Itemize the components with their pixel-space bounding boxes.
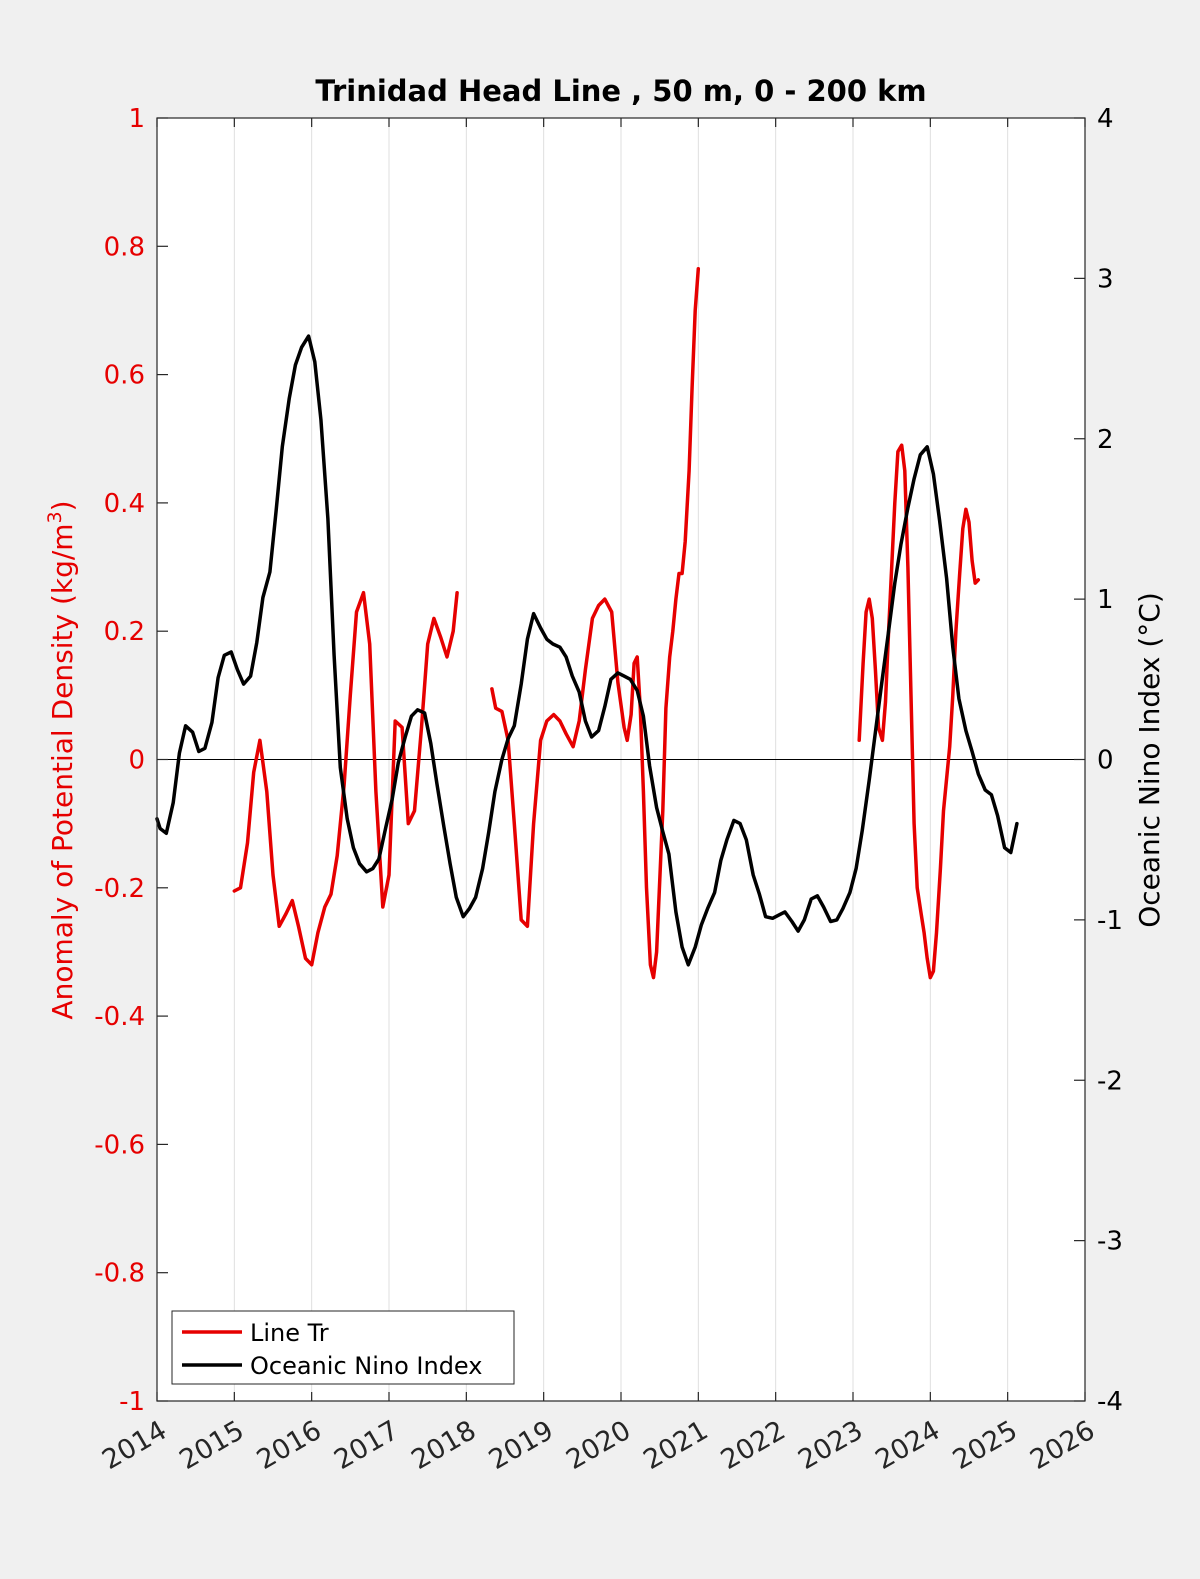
legend-box	[171, 1310, 515, 1385]
right-tick-label: -2	[1097, 1066, 1123, 1096]
left-tick-label: 0	[128, 746, 145, 776]
series-layer	[155, 267, 1019, 980]
right-tick-label: 2	[1097, 425, 1114, 455]
legend-label-line-tr: Line Tr	[250, 1319, 329, 1347]
right-tick-label: -4	[1097, 1387, 1123, 1417]
chart-title: Trinidad Head Line , 50 m, 0 - 200 km	[315, 74, 926, 108]
left-axis-label: Anomaly of Potential Density (kg/m3)	[44, 500, 79, 1019]
left-tick-label: -1	[119, 1387, 145, 1417]
legend-label-oni: Oceanic Nino Index	[250, 1352, 482, 1380]
right-tick-label: 4	[1097, 104, 1114, 134]
right-tick-label: 1	[1097, 585, 1114, 615]
left-axis: -1 -0.8 -0.6 -0.4 -0.2 0 0.2 0.4 0.6 0.8 1	[94, 104, 168, 1417]
right-axis-label: Oceanic Nino Index (°C)	[1133, 592, 1166, 928]
left-tick-label: 0.2	[104, 617, 145, 647]
left-tick-label: 1	[128, 104, 145, 134]
left-tick-label: -0.6	[94, 1130, 145, 1160]
series-line-line-tr	[857, 443, 981, 980]
left-tick-label: -0.8	[94, 1259, 145, 1289]
right-tick-label: 0	[1097, 746, 1114, 776]
left-tick-label: -0.2	[94, 874, 145, 904]
right-tick-label: -3	[1097, 1227, 1123, 1257]
legend: Line Tr Oceanic Nino Index	[171, 1310, 515, 1385]
left-tick-label: 0.6	[104, 361, 145, 391]
series-line-line-tr	[490, 267, 701, 980]
right-tick-label: 3	[1097, 264, 1114, 294]
right-tick-label: -1	[1097, 906, 1123, 936]
left-tick-label: 0.4	[104, 489, 145, 519]
left-tick-label: 0.8	[104, 232, 145, 262]
series-line-oceanic-nino-index	[155, 334, 1019, 967]
right-axis: -4 -3 -2 -1 0 1 2 3 4	[1074, 104, 1123, 1417]
left-tick-label: -0.4	[94, 1002, 145, 1032]
